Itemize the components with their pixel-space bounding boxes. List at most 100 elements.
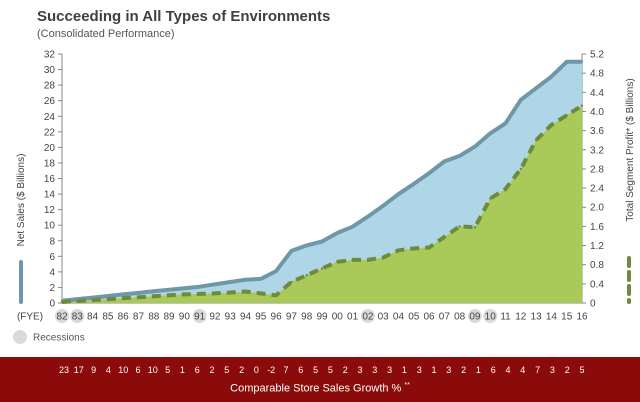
x-tick-label: 89 bbox=[163, 312, 175, 323]
recession-marker bbox=[360, 309, 375, 323]
right-tick-label: 2.8 bbox=[590, 164, 604, 175]
x-tick-label: 05 bbox=[408, 312, 420, 323]
left-tick-label: 26 bbox=[44, 96, 56, 107]
x-tick-label: 91 bbox=[194, 312, 206, 323]
net-sales-point bbox=[534, 87, 538, 90]
recession-marker bbox=[483, 309, 498, 323]
profit-point bbox=[305, 274, 308, 277]
profit-point bbox=[106, 297, 110, 301]
comp-sales-value: 1 bbox=[431, 365, 436, 375]
comp-sales-value: 0 bbox=[254, 365, 259, 375]
x-tick-label: 96 bbox=[271, 312, 283, 323]
left-tick-label: 28 bbox=[44, 81, 56, 92]
left-axis-title-group: Net Sales ($ Billions) bbox=[16, 154, 27, 247]
profit-point bbox=[91, 298, 94, 302]
profit-point bbox=[519, 167, 523, 171]
x-tick-label: 92 bbox=[209, 312, 221, 323]
profit-point bbox=[534, 138, 538, 142]
x-tick-label: 13 bbox=[531, 312, 543, 323]
x-tick-label: 15 bbox=[561, 312, 573, 323]
x-tick-label: 00 bbox=[332, 312, 344, 323]
profit-point bbox=[504, 187, 507, 191]
comp-sales-value: 23 bbox=[59, 365, 69, 375]
right-tick-label: 4.4 bbox=[590, 88, 604, 99]
left-tick-label: 30 bbox=[44, 65, 56, 76]
left-tick-label: 2 bbox=[49, 283, 55, 294]
x-tick-label: 85 bbox=[102, 312, 114, 323]
recession-marker bbox=[70, 309, 85, 323]
net-sales-point bbox=[427, 171, 431, 175]
profit-area bbox=[62, 105, 582, 303]
x-tick-label: 07 bbox=[439, 312, 451, 323]
x-tick-label: 87 bbox=[133, 312, 145, 323]
comp-sales-value: 4 bbox=[505, 365, 510, 375]
right-tick-label: 0.8 bbox=[590, 260, 604, 271]
recession-marker bbox=[192, 309, 207, 323]
profit-point bbox=[213, 292, 217, 295]
net-sales-point bbox=[397, 192, 400, 196]
x-tick-label: 95 bbox=[255, 312, 267, 323]
right-tick-label: 2.0 bbox=[590, 203, 604, 214]
comp-sales-value: 6 bbox=[298, 365, 303, 375]
profit-point bbox=[412, 247, 415, 250]
x-tick-label: 12 bbox=[515, 312, 527, 323]
net-sales-point bbox=[320, 240, 324, 243]
right-tick-label: 3.6 bbox=[590, 126, 604, 137]
x-tick-label: 98 bbox=[301, 312, 313, 323]
profit-point bbox=[244, 290, 247, 293]
x-tick-label: 09 bbox=[469, 312, 481, 323]
left-tick-label: 6 bbox=[49, 252, 55, 263]
right-tick-label: 1.6 bbox=[590, 222, 604, 233]
x-tick-label: 94 bbox=[240, 312, 252, 323]
x-tick-label: 02 bbox=[362, 312, 374, 323]
net-sales-point bbox=[76, 297, 79, 301]
profit-point bbox=[198, 292, 201, 296]
left-tick-label: 16 bbox=[44, 174, 56, 185]
net-sales-point bbox=[366, 215, 370, 218]
left-tick-label: 0 bbox=[49, 299, 55, 310]
left-tick-label: 22 bbox=[44, 127, 56, 138]
left-tick-label: 24 bbox=[44, 112, 56, 123]
recession-legend-marker bbox=[13, 330, 27, 344]
profit-point bbox=[458, 225, 461, 228]
net-sales-point bbox=[106, 294, 110, 298]
net-sales-point bbox=[137, 291, 140, 295]
net-sales-point bbox=[152, 290, 155, 293]
left-tick-label: 10 bbox=[44, 221, 56, 232]
comp-sales-value: 2 bbox=[343, 365, 348, 375]
profit-point bbox=[443, 235, 446, 239]
net-sales-point bbox=[458, 154, 461, 158]
right-tick-label: 0.4 bbox=[590, 279, 604, 290]
x-tick-label: 08 bbox=[454, 312, 466, 323]
left-tick-label: 8 bbox=[49, 236, 55, 247]
comp-sales-label: Comparable Store Sales Growth % bbox=[230, 382, 402, 395]
right-tick-label: 1.2 bbox=[590, 241, 604, 252]
x-tick-label: 01 bbox=[347, 312, 359, 323]
comp-sales-values: 23 17 9 4 10 6 10 5 1 6 2 5 2 0 -2 7 6 5 5 2 3 3 3 1 3 1 3 2 1 6 4 4 7 3 2… bbox=[59, 365, 585, 375]
net-sales-point bbox=[91, 296, 94, 299]
comp-sales-value: 6 bbox=[195, 365, 200, 375]
right-tick-label: 2.4 bbox=[590, 184, 604, 195]
profit-point bbox=[366, 258, 370, 262]
comp-sales-value: 3 bbox=[417, 365, 422, 375]
left-axis-title: Net Sales ($ Billions) bbox=[16, 154, 27, 247]
net-sales-point bbox=[565, 60, 568, 63]
profit-point bbox=[167, 294, 171, 297]
net-sales-point bbox=[229, 280, 232, 284]
net-sales-point bbox=[443, 160, 446, 163]
left-tick-label: 32 bbox=[44, 50, 56, 61]
profit-point bbox=[351, 258, 354, 262]
comp-sales-value: 2 bbox=[565, 365, 570, 375]
profit-point bbox=[320, 267, 324, 270]
comp-sales-footer bbox=[0, 357, 640, 402]
profit-point bbox=[381, 256, 385, 259]
net-sales-point bbox=[290, 249, 293, 253]
x-tick-label: 88 bbox=[148, 312, 160, 323]
net-sales-point bbox=[305, 244, 308, 247]
left-tick-label: 20 bbox=[44, 143, 56, 154]
profit-point bbox=[580, 104, 584, 107]
net-sales-point bbox=[550, 75, 553, 78]
comp-sales-value: 1 bbox=[476, 365, 481, 375]
x-tick-label: 16 bbox=[576, 312, 588, 323]
area-chart: 0246810121416182022242628303200.40.81.21… bbox=[13, 50, 636, 344]
